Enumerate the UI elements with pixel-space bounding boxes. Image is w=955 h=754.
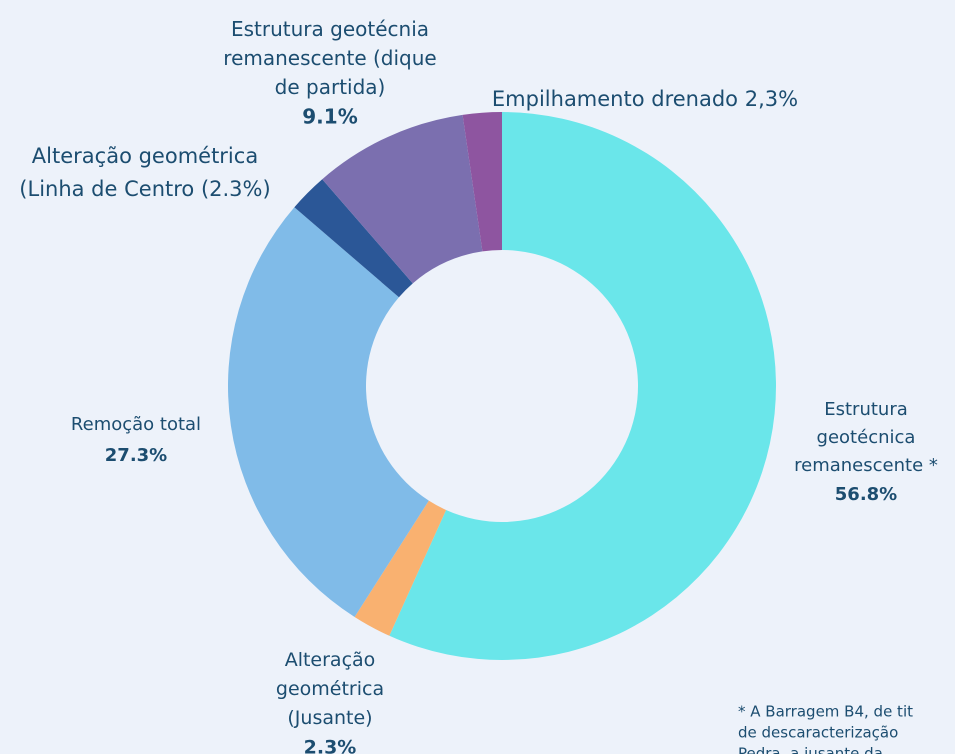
slice-label: Empilhamento drenado 2,3% <box>492 87 798 111</box>
slice-label: Estrutura <box>824 399 908 420</box>
slice-label: geométrica <box>276 678 384 700</box>
slice-label: Estrutura geotécnia <box>231 17 429 41</box>
value-label-gap <box>738 87 745 111</box>
slice-label-line: Alteração <box>285 649 376 671</box>
donut-slice <box>354 500 447 636</box>
value-label: 2,3% <box>745 87 798 111</box>
value-label: 27.3% <box>105 445 167 466</box>
slice-label-line: Empilhamento drenado <box>492 87 738 111</box>
value-label-gap <box>194 177 201 201</box>
slice-label: de partida) <box>275 75 386 99</box>
value-label: 2.3% <box>304 737 357 754</box>
slice-label-line: de partida) <box>275 75 386 99</box>
slice-label: remanescente (dique <box>223 46 436 70</box>
slice-label: (Jusante) <box>287 707 372 729</box>
slice-label: remanescente * <box>794 455 938 476</box>
donut-slice <box>322 114 483 284</box>
value-label: (2.3%) <box>201 177 271 201</box>
donut-slice <box>389 112 776 660</box>
value-label: 56.8% <box>835 484 897 505</box>
slice-label-line: (Jusante) <box>287 707 372 729</box>
slice-label: Alteração geométrica <box>32 144 258 168</box>
value-label: 9.1% <box>302 105 357 129</box>
slice-label-line: Remoção total <box>71 414 201 435</box>
slice-label-line: geométrica <box>276 678 384 700</box>
slice-label-line: (Linha de Centro <box>19 177 194 201</box>
donut-slice <box>462 112 502 252</box>
slice-label-line: Estrutura geotécnia <box>231 17 429 41</box>
slice-label-line: remanescente (dique <box>223 46 436 70</box>
slice-label-line: remanescente * <box>794 455 938 476</box>
slice-label-line: Alteração geométrica <box>32 144 258 168</box>
slice-label: Remoção total <box>71 414 201 435</box>
slice-label-line: geotécnica <box>817 427 916 448</box>
donut-slice <box>294 179 413 298</box>
slice-label: Alteração <box>285 649 376 671</box>
donut-slice <box>227 207 429 617</box>
slice-label-line: Estrutura <box>824 399 908 420</box>
footnote: Pedra, a jusante da <box>738 745 883 754</box>
slice-label: (Linha de Centro (2.3%) <box>19 177 270 201</box>
footnote: de descaracterização <box>738 724 898 742</box>
footnote: * A Barragem B4, de tit <box>738 703 913 721</box>
slice-label: geotécnica <box>817 427 916 448</box>
